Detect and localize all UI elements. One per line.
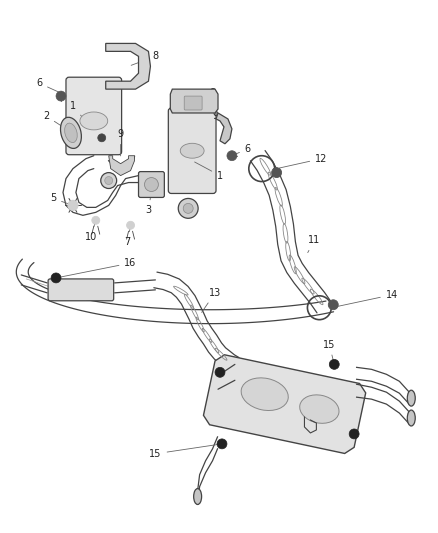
Text: 9: 9	[212, 111, 226, 129]
Ellipse shape	[194, 489, 201, 504]
Text: 7: 7	[124, 228, 131, 247]
Text: 1: 1	[194, 162, 223, 181]
Text: 8: 8	[131, 51, 159, 66]
Text: 1: 1	[70, 101, 92, 129]
FancyBboxPatch shape	[66, 77, 122, 155]
Circle shape	[56, 91, 66, 101]
Circle shape	[349, 429, 359, 439]
Circle shape	[328, 300, 338, 310]
Text: 11: 11	[308, 235, 321, 253]
Text: 8: 8	[197, 88, 215, 100]
Circle shape	[227, 151, 237, 160]
Ellipse shape	[241, 378, 288, 410]
Text: 6: 6	[36, 78, 59, 92]
Ellipse shape	[60, 117, 81, 148]
Ellipse shape	[407, 390, 415, 406]
Text: 12: 12	[279, 154, 328, 168]
Polygon shape	[216, 113, 232, 144]
FancyBboxPatch shape	[48, 279, 114, 301]
Text: 15: 15	[149, 445, 219, 459]
Circle shape	[272, 168, 282, 177]
Circle shape	[98, 134, 106, 142]
Ellipse shape	[407, 410, 415, 426]
Text: 9: 9	[117, 129, 124, 156]
Polygon shape	[109, 156, 134, 175]
Text: 4: 4	[110, 160, 116, 178]
FancyBboxPatch shape	[184, 96, 202, 110]
FancyBboxPatch shape	[138, 172, 164, 197]
Circle shape	[215, 367, 225, 377]
Text: 13: 13	[201, 288, 221, 312]
Circle shape	[145, 177, 159, 191]
Circle shape	[217, 439, 227, 449]
Ellipse shape	[180, 143, 204, 158]
Polygon shape	[106, 43, 150, 89]
Circle shape	[68, 200, 78, 211]
Circle shape	[101, 173, 117, 189]
FancyBboxPatch shape	[168, 108, 216, 193]
Text: 14: 14	[334, 290, 398, 307]
Ellipse shape	[300, 395, 339, 423]
Ellipse shape	[80, 112, 108, 130]
Text: 5: 5	[50, 193, 71, 205]
Text: 16: 16	[59, 258, 137, 277]
Circle shape	[329, 359, 339, 369]
Circle shape	[105, 176, 113, 184]
Text: 10: 10	[85, 223, 97, 242]
Text: 3: 3	[145, 187, 152, 215]
Polygon shape	[170, 89, 218, 113]
Text: 6: 6	[234, 144, 251, 155]
Text: 2: 2	[43, 111, 67, 130]
Polygon shape	[204, 355, 366, 454]
Circle shape	[127, 221, 134, 229]
Text: 15: 15	[323, 340, 336, 362]
Circle shape	[183, 204, 193, 213]
Ellipse shape	[65, 123, 77, 142]
Circle shape	[92, 216, 100, 224]
Circle shape	[178, 198, 198, 219]
Circle shape	[51, 273, 61, 283]
